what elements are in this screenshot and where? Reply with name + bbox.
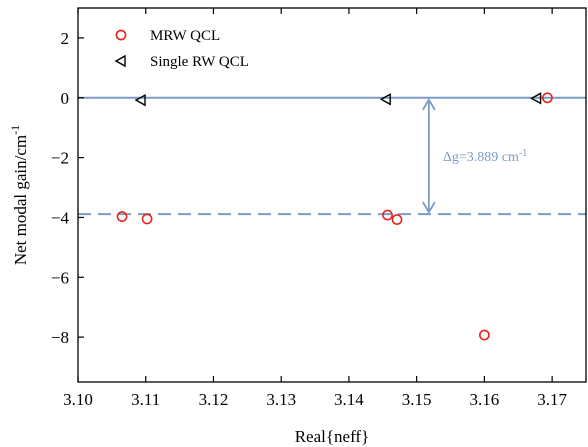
x-tick-label: 3.13	[266, 390, 296, 409]
single-rw-qcl-point	[530, 92, 542, 105]
mrw-qcl-point	[382, 209, 393, 221]
x-tick-label: 3.11	[131, 390, 160, 409]
gain-difference-annotation: Δg=3.889 cm-1	[422, 98, 527, 214]
legend-label: Single RW QCL	[150, 54, 249, 70]
legend: MRW QCL Single RW QCL	[114, 28, 249, 70]
mrw-qcl-point	[141, 213, 153, 225]
y-axis-label-main: Net modal gain/cm	[11, 135, 30, 265]
mrw-qcl-point	[541, 92, 553, 104]
annotation-label-superscript: -1	[519, 147, 527, 158]
y-tick-label: −2	[51, 149, 69, 168]
single-rw-qcl-point	[379, 93, 391, 106]
x-tick-label: 3.16	[470, 390, 500, 409]
reference-lines	[78, 96, 586, 216]
annotation-label: Δg=3.889 cm-1	[443, 147, 527, 165]
legend-marker-mrw	[115, 29, 127, 41]
x-axis-label: Real{neff}	[295, 427, 370, 446]
x-tick-label: 3.10	[63, 390, 93, 409]
x-tick-label: 3.15	[402, 390, 432, 409]
y-tick-label: 2	[61, 29, 70, 48]
mrw-qcl-point	[116, 211, 128, 222]
mrw-qcl-point	[391, 214, 403, 225]
x-tick-label: 3.14	[334, 390, 364, 409]
axis-ticks: 3.10 3.11 3.12 3.13 3.14 3.15 3.16 3.17 2 0 −2 −4 −6…	[51, 8, 568, 409]
data-points	[116, 92, 553, 341]
legend-label: MRW QCL	[150, 28, 220, 44]
annotation-arrowhead-down	[422, 201, 436, 214]
annotation-label-main: Δg=3.889 cm	[443, 150, 519, 165]
y-tick-label: 0	[61, 89, 70, 108]
single-rw-qcl-point	[134, 93, 146, 107]
mrw-qcl-point	[478, 329, 490, 341]
plot-frame	[77, 7, 587, 383]
legend-marker-single-rw	[114, 54, 126, 68]
y-tick-label: −6	[51, 268, 69, 287]
x-tick-label: 3.17	[537, 390, 567, 409]
y-tick-label: −4	[51, 208, 70, 227]
y-axis-label-superscript: -1	[8, 125, 22, 135]
y-axis-label: Net modal gain/cm-1	[8, 125, 30, 265]
annotation-arrowhead-up	[422, 98, 436, 111]
x-tick-label: 3.12	[199, 390, 229, 409]
y-tick-label: −8	[51, 328, 69, 347]
